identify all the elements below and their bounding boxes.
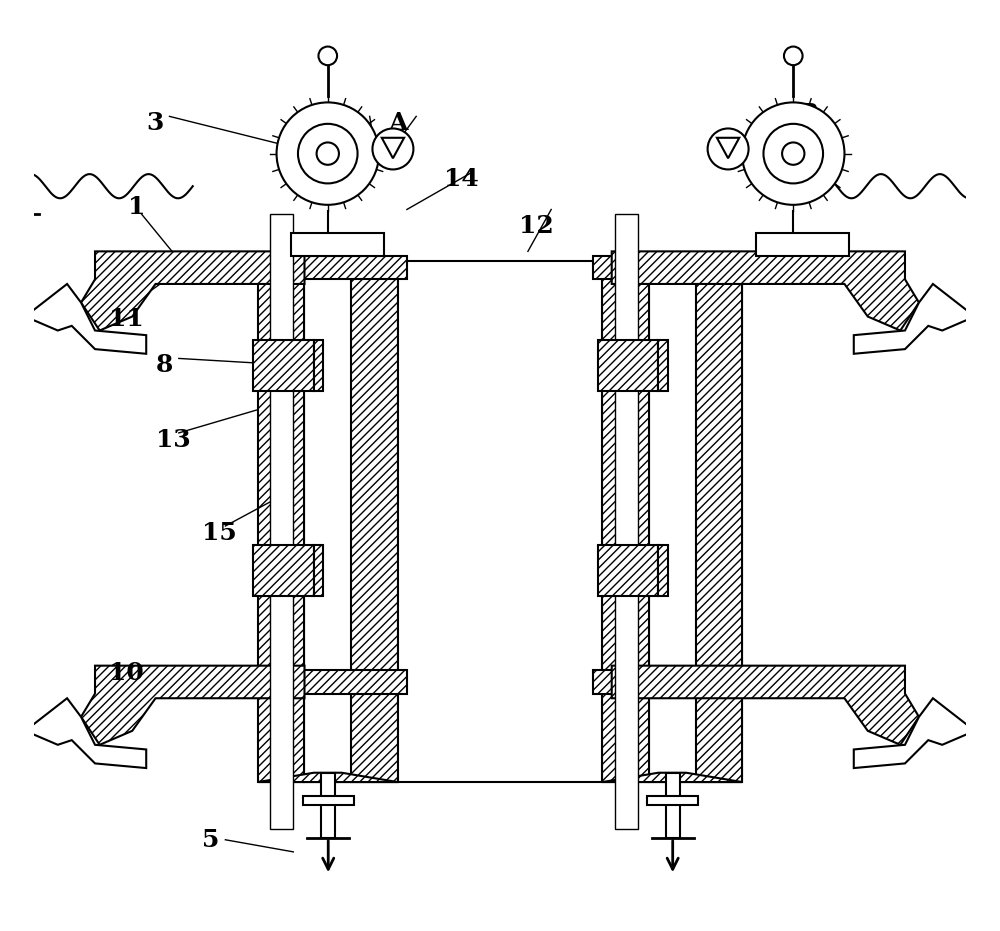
- Text: 14: 14: [444, 168, 479, 191]
- Bar: [696, 261, 742, 782]
- Circle shape: [742, 102, 844, 205]
- Circle shape: [277, 102, 379, 205]
- Bar: [615, 214, 638, 829]
- Circle shape: [317, 142, 339, 165]
- Polygon shape: [612, 251, 919, 331]
- Polygon shape: [717, 138, 739, 158]
- Text: 5: 5: [202, 829, 219, 852]
- Polygon shape: [258, 773, 398, 782]
- Polygon shape: [81, 666, 304, 745]
- Text: 10: 10: [109, 661, 144, 684]
- Circle shape: [782, 142, 804, 165]
- Bar: [321, 773, 335, 838]
- Polygon shape: [602, 773, 742, 782]
- Polygon shape: [612, 666, 919, 745]
- Text: 1: 1: [128, 196, 145, 219]
- Bar: [351, 261, 398, 782]
- Text: 12: 12: [519, 214, 553, 237]
- Circle shape: [784, 47, 803, 65]
- Bar: [647, 796, 698, 805]
- Bar: [593, 670, 872, 694]
- Text: B: B: [798, 102, 819, 126]
- Text: 15: 15: [202, 521, 237, 545]
- Text: 13: 13: [156, 428, 190, 452]
- Bar: [314, 545, 323, 596]
- Bar: [593, 256, 872, 279]
- Polygon shape: [25, 284, 146, 354]
- Bar: [253, 545, 314, 596]
- Bar: [314, 340, 323, 391]
- Bar: [649, 261, 742, 782]
- Text: 4: 4: [342, 112, 359, 135]
- Bar: [258, 261, 304, 782]
- Text: 8: 8: [156, 354, 173, 377]
- Polygon shape: [382, 138, 404, 158]
- Text: A: A: [388, 112, 408, 135]
- Circle shape: [298, 124, 358, 183]
- Circle shape: [708, 128, 749, 169]
- Bar: [756, 233, 849, 256]
- Bar: [128, 256, 407, 279]
- Polygon shape: [854, 284, 975, 354]
- Bar: [602, 261, 649, 782]
- Bar: [398, 261, 602, 782]
- Bar: [658, 545, 668, 596]
- Bar: [128, 670, 407, 694]
- Text: 11: 11: [109, 307, 144, 331]
- Circle shape: [372, 128, 413, 169]
- Bar: [658, 340, 668, 391]
- Bar: [253, 340, 314, 391]
- Bar: [291, 233, 384, 256]
- Circle shape: [318, 47, 337, 65]
- Bar: [666, 773, 680, 838]
- Bar: [303, 796, 354, 805]
- Text: 3: 3: [146, 112, 164, 135]
- Polygon shape: [25, 698, 146, 768]
- Circle shape: [763, 124, 823, 183]
- Polygon shape: [854, 698, 975, 768]
- Bar: [304, 261, 398, 782]
- Bar: [598, 545, 658, 596]
- Bar: [598, 340, 658, 391]
- Bar: [270, 214, 293, 829]
- Polygon shape: [81, 251, 304, 331]
